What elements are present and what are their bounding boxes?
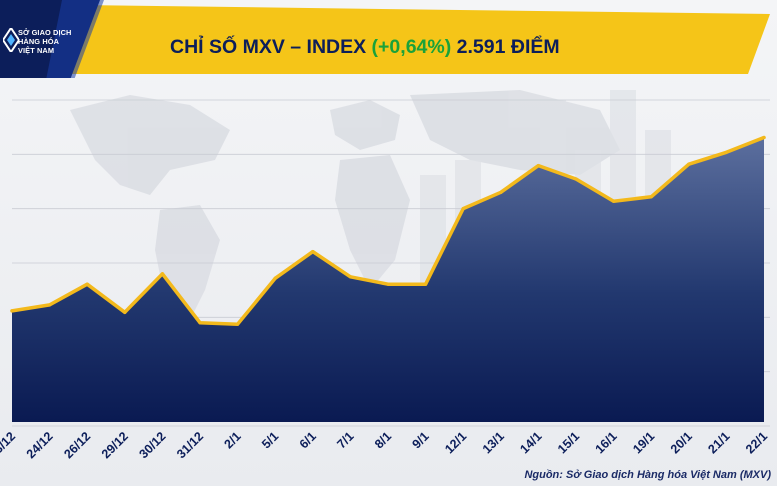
chart-title: CHỈ SỐ MXV – INDEX (+0,64%) 2.591 ĐIỂM: [170, 30, 560, 64]
x-tick-label: 9/1: [410, 429, 432, 451]
data-point: [236, 322, 240, 326]
data-point: [536, 164, 541, 168]
data-point: [724, 150, 729, 154]
x-tick-labels: 23/12 24/12 26/12 29/12 30/12 31/12 2/1 5/1 6/1 7…: [0, 429, 770, 461]
data-point: [386, 282, 390, 286]
x-tick-label: 14/1: [517, 429, 544, 456]
data-point: [273, 276, 277, 280]
x-tick-label: 8/1: [372, 429, 394, 451]
data-point: [85, 282, 89, 286]
data-point: [612, 199, 616, 203]
data-point: [160, 272, 164, 276]
mxv-logo: SỞ GIAO DỊCH HÀNG HÓA VIỆT NAM: [0, 6, 98, 82]
data-point: [574, 177, 578, 181]
title-prefix: CHỈ SỐ MXV – INDEX: [170, 36, 367, 58]
x-tick-label: 16/1: [593, 429, 620, 456]
data-point: [424, 282, 428, 286]
data-point: [499, 190, 503, 194]
data-point: [348, 275, 352, 279]
data-point: [649, 195, 653, 199]
x-tick-label: 30/12: [137, 429, 169, 461]
series-area: [12, 137, 764, 422]
x-tick-label: 26/12: [61, 429, 93, 461]
x-tick-label: 20/1: [668, 429, 695, 456]
data-point: [461, 207, 465, 211]
source-note: Nguồn: Sở Giao dịch Hàng hóa Việt Nam (M…: [524, 469, 771, 481]
title-value: 2.591 ĐIỂM: [456, 36, 560, 58]
data-point: [762, 135, 766, 140]
x-tick-label: 21/1: [705, 429, 732, 456]
data-point: [198, 321, 202, 325]
x-tick-label: 7/1: [334, 429, 356, 451]
data-point: [123, 310, 127, 314]
x-tick-label: 6/1: [297, 429, 319, 451]
x-tick-label: 23/12: [0, 429, 18, 461]
logo-line-3: VIỆT NAM: [18, 46, 55, 55]
x-tick-label: 31/12: [174, 429, 206, 461]
title-band-shape: [0, 4, 770, 74]
logo-line-2: HÀNG HÓA: [18, 37, 60, 46]
x-tick-label: 15/1: [555, 429, 582, 456]
x-tick-label: 12/1: [442, 429, 469, 456]
x-tick-label: 2/1: [222, 429, 244, 451]
x-tick-label: 19/1: [630, 429, 657, 456]
x-tick-label: 13/1: [480, 429, 507, 456]
logo-line-1: SỞ GIAO DỊCH: [18, 28, 72, 37]
logo-mark-icon: [3, 28, 19, 52]
title-change: (+0,64%): [371, 36, 452, 58]
data-point: [48, 303, 52, 307]
x-tick-label: 5/1: [259, 429, 281, 451]
data-point: [311, 249, 315, 254]
x-tick-label: 22/1: [743, 429, 770, 456]
logo-stripe: [46, 0, 104, 78]
title-band: [0, 0, 770, 78]
data-point: [687, 162, 691, 166]
data-point: [10, 309, 14, 313]
x-tick-label: 29/12: [99, 429, 131, 461]
x-tick-label: 24/12: [24, 429, 56, 461]
